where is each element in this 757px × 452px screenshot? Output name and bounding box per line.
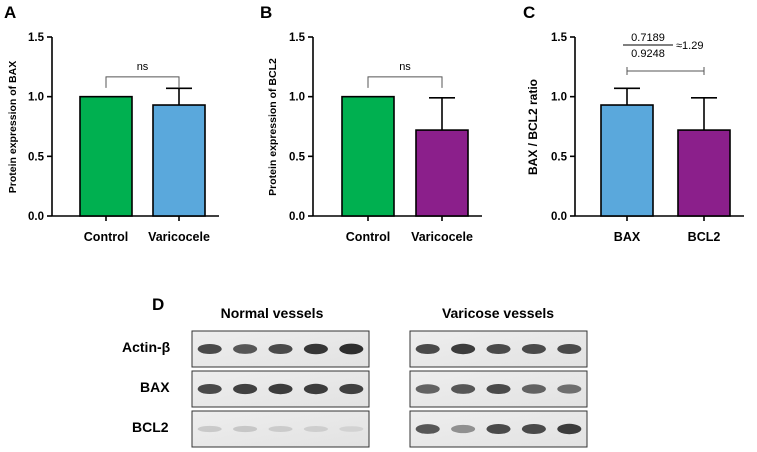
blot-band [486,423,511,435]
blot-band [339,426,364,432]
bar-control [341,95,395,217]
blot-membranes [191,330,588,448]
bar-varicocele [152,104,206,217]
blot-membrane-normal [191,410,370,448]
blot-band [339,343,364,355]
y-tick-label: 1.0 [289,92,305,104]
plot-area: 0.0 0.5 1.0 1.5 Control Varicocele ns [289,32,482,244]
x-tick-label: Varicocele [411,230,473,244]
y-tick-label: 0.0 [28,211,44,223]
ratio-denominator: 0.9248 [631,48,665,60]
y-tick-label: 1.5 [551,32,568,44]
ratio-result: ≈1.29 [676,40,703,52]
blot-band [268,425,293,433]
blot-band [233,425,258,433]
blot-band [339,383,364,395]
y-axis-title: Protein expression of BCL2 [267,58,279,196]
significance-label: ns [137,61,149,73]
bar-bcl2 [677,129,731,217]
plot-area: 0.0 0.5 1.0 1.5 Control Varicocele ns [28,32,219,244]
blot-group-title-normal: Normal vessels [221,305,324,321]
blot-band [303,343,328,355]
blot-band [197,425,222,433]
x-tick-label: Control [84,230,128,244]
panel-a: A Protein expression of BAX 0.0 0.5 1.0 1.5… [4,3,219,244]
y-tick-label: 1.5 [289,32,306,44]
panel-letter-b: B [260,3,272,22]
blot-band [557,343,582,355]
panel-letter-c: C [523,3,535,22]
blot-band [451,343,476,355]
blot-band [415,384,440,394]
blot-band [233,344,258,354]
ratio-numerator: 0.7189 [631,32,665,44]
y-tick-label: 0.5 [551,151,568,163]
panel-letter-d: D [152,295,164,314]
blot-band [451,384,476,394]
blot-band [521,423,546,435]
panel-b: B Protein expression of BCL2 0.0 0.5 1.0 1.… [260,3,482,244]
blot-band [557,423,582,435]
bar-control [79,95,133,217]
y-axis-title: Protein expression of BAX [7,61,19,193]
panel-letter-a: A [4,3,16,22]
blot-group-title-varicose: Varicose vessels [442,305,554,321]
blot-band [486,383,511,395]
blot-row-label-bcl2: BCL2 [132,419,169,435]
blot-band [521,343,546,355]
y-axis-title: BAX / BCL2 ratio [526,79,540,175]
significance-label: ns [399,61,411,73]
x-tick-label: BAX [614,230,641,244]
blot-band [233,383,258,395]
x-tick-label: Varicocele [148,230,210,244]
blot-band [486,343,511,355]
x-tick-label: BCL2 [688,230,721,244]
plot-area: 0.0 0.5 1.0 1.5 BAX BCL2 0.7189 0.9248 ≈1.29 [551,32,744,244]
y-tick-label: 1.0 [551,92,567,104]
blot-band [197,383,222,395]
blot-band [197,343,222,355]
x-tick-label: Control [346,230,390,244]
blot-band [451,424,476,434]
y-tick-label: 0.0 [289,211,305,223]
blot-row-label-actin: Actin-β [122,339,171,355]
y-tick-label: 1.5 [28,32,45,44]
blot-band [268,343,293,355]
blot-band [557,384,582,394]
panel-d: D Normal vessels Varicose vessels Actin-… [122,295,588,448]
blot-band [415,424,440,434]
blot-band [268,383,293,395]
y-tick-label: 0.0 [551,211,567,223]
significance-bracket [105,76,180,88]
y-tick-label: 0.5 [28,151,45,163]
bar-varicocele [415,129,469,217]
bar-bax [600,104,654,217]
blot-band [521,384,546,394]
blot-band [303,383,328,395]
blot-band [303,426,328,432]
blot-row-label-bax: BAX [140,379,170,395]
significance-bracket [367,76,443,88]
y-tick-label: 1.0 [28,92,44,104]
blot-band [415,343,440,355]
y-tick-label: 0.5 [289,151,306,163]
